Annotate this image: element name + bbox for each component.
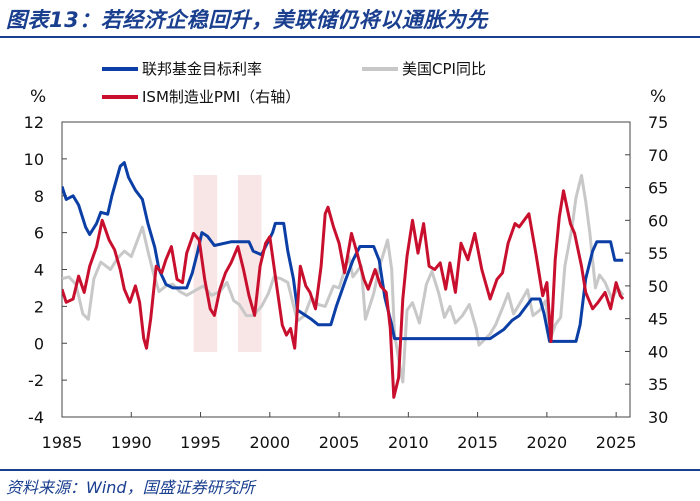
right-tick-label: 65: [648, 179, 668, 198]
fed-funds-line: [62, 161, 624, 343]
left-tick-label: -4: [28, 408, 44, 427]
right-tick-label: 60: [648, 211, 668, 230]
axis-ticks: -4 -2 0 2 4 6 8 10 12 30 35 40 45 50 55 60 65 70 75 1985 199…: [24, 113, 669, 452]
right-tick-label: 30: [648, 408, 668, 427]
x-tick-label: 2000: [249, 433, 290, 452]
left-tick-label: 12: [24, 113, 44, 132]
left-tick-label: 8: [34, 187, 44, 206]
right-unit-label: %: [650, 87, 666, 107]
x-tick-label: 1990: [111, 433, 152, 452]
left-tick-label: 2: [34, 297, 44, 316]
legend-cpi-label: 美国CPI同比: [402, 60, 486, 78]
left-tick-label: 6: [34, 224, 44, 243]
chart-title: 图表13：若经济企稳回升，美联储仍将以通胀为先: [6, 8, 488, 32]
source-note: 资料来源：Wind，国盛证券研究所: [6, 478, 255, 497]
title-rule: [0, 36, 700, 38]
pmi-line: [62, 189, 625, 399]
right-tick-label: 45: [648, 310, 668, 329]
cpi-line: [62, 174, 625, 384]
left-unit-label: %: [30, 87, 46, 107]
left-tick-label: -2: [28, 371, 44, 390]
x-tick-label: 2020: [527, 433, 568, 452]
right-tick-label: 55: [648, 244, 668, 263]
x-tick-label: 2015: [457, 433, 498, 452]
right-tick-label: 40: [648, 342, 668, 361]
left-tick-label: 4: [34, 261, 44, 280]
shaded-period-1: [193, 175, 218, 352]
source-rule: [0, 469, 700, 471]
right-tick-label: 50: [648, 277, 668, 296]
x-tick-label: 1985: [42, 433, 83, 452]
x-tick-label: 2025: [596, 433, 637, 452]
legend-fed-label: 联邦基金目标利率: [142, 60, 262, 78]
left-tick-label: 0: [34, 334, 44, 353]
legend: 联邦基金目标利率 美国CPI同比 ISM制造业PMI（右轴）: [102, 60, 486, 106]
x-tick-label: 2005: [319, 433, 360, 452]
right-tick-label: 35: [648, 375, 668, 394]
x-tick-label: 2010: [388, 433, 429, 452]
right-tick-label: 70: [648, 146, 668, 165]
x-tick-label: 1995: [180, 433, 221, 452]
left-tick-label: 10: [24, 150, 44, 169]
right-tick-label: 75: [648, 113, 668, 132]
legend-pmi-label: ISM制造业PMI（右轴）: [142, 88, 300, 106]
